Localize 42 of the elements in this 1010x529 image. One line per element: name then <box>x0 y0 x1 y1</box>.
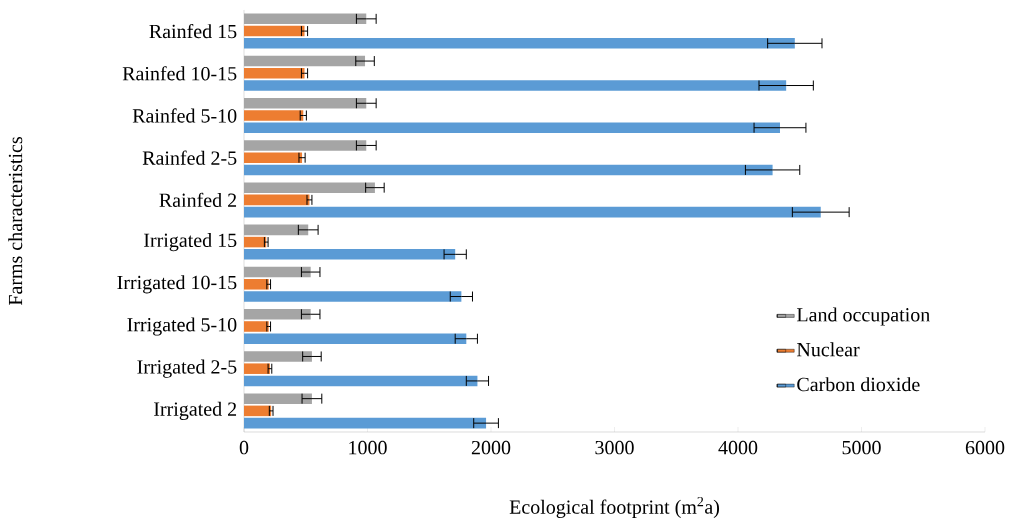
bar <box>244 38 795 49</box>
bar <box>244 417 487 429</box>
legend-label: Nuclear <box>796 342 860 357</box>
bar <box>244 375 478 387</box>
bar <box>244 80 787 91</box>
bar <box>244 249 456 260</box>
y-tick-label: Irrigated 15 <box>144 233 237 252</box>
y-tick-label: Rainfed 2 <box>159 192 237 208</box>
bar <box>244 152 303 163</box>
x-tick-label: 5000 <box>842 440 881 455</box>
y-axis-title: Farms characteristics <box>8 137 23 306</box>
x-tick-label: 1000 <box>349 440 387 455</box>
bar <box>244 405 272 417</box>
y-tick-label: Irrigated 5-10 <box>127 317 237 336</box>
x-tick-label: 2000 <box>471 440 511 455</box>
x-tick-label: 3000 <box>595 440 634 455</box>
bar <box>244 25 305 37</box>
bar <box>244 279 269 290</box>
x-tick-label: 4000 <box>718 440 758 455</box>
bar <box>244 110 304 121</box>
x-tick-label: 0 <box>239 440 249 455</box>
bar <box>244 122 780 133</box>
bar <box>244 236 267 248</box>
bar <box>244 206 821 218</box>
bar <box>244 363 270 374</box>
bar <box>244 321 269 332</box>
bar <box>244 333 467 344</box>
x-axis-title: Ecological footprint (m$^{2}$a) <box>509 496 720 518</box>
y-tick-label: Rainfed 10-15 <box>122 66 237 81</box>
y-tick-label: Irrigated 2-5 <box>137 359 237 378</box>
bar <box>244 291 462 302</box>
y-tick-label: Irrigated 10-15 <box>117 275 237 294</box>
bar <box>244 194 310 206</box>
y-tick-label: Rainfed 15 <box>149 23 237 39</box>
y-tick-label: Irrigated 2 <box>154 401 237 420</box>
y-tick-label: Rainfed 5-10 <box>132 108 237 123</box>
y-tick-label: Rainfed 2-5 <box>142 150 237 165</box>
bar <box>244 164 773 176</box>
bar <box>244 68 305 79</box>
legend-label: Land occupation <box>796 307 930 326</box>
x-tick-label: 6000 <box>965 440 1005 455</box>
legend-label: Carbon dioxide <box>797 377 920 392</box>
